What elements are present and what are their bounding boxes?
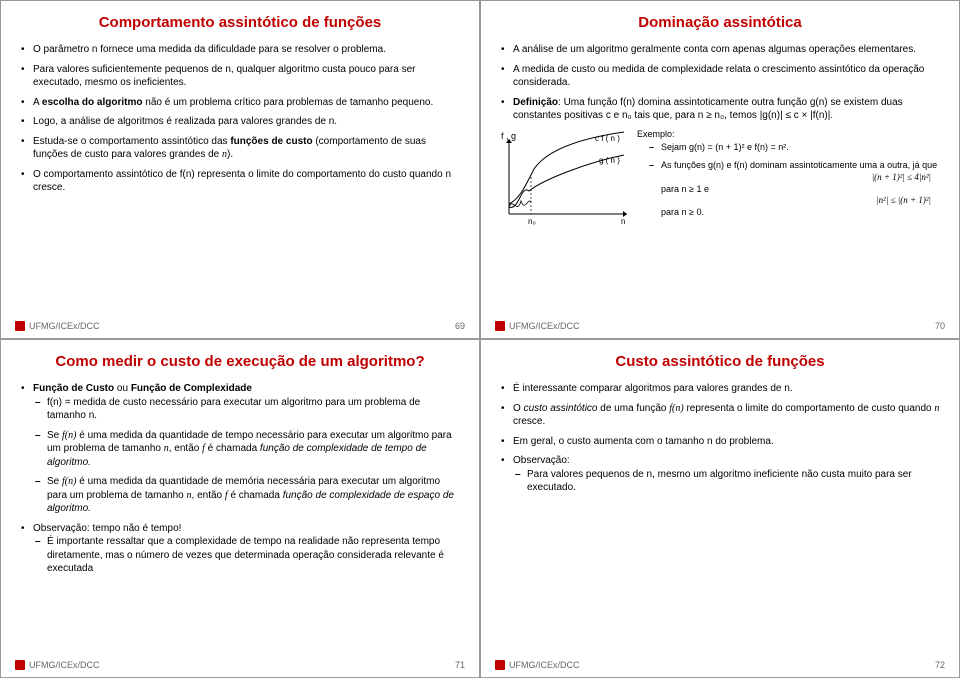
slide-72: Custo assintótico de funções É interessa… (480, 339, 960, 678)
footer-text: UFMG/ICEx/DCC (29, 321, 100, 331)
slide-71: Como medir o custo de execução de um alg… (0, 339, 480, 678)
ex-text: para n ≥ 0. (661, 207, 941, 219)
example-row: f , g n₀ n c f ( n ) g ( n ) Exemplo: Se… (499, 129, 941, 229)
logo-icon (495, 660, 505, 670)
text: ou (114, 383, 131, 394)
slide-69: Comportamento assintótico de funções O p… (0, 0, 480, 339)
logo-icon (15, 321, 25, 331)
slide-title: Comportamento assintótico de funções (19, 13, 461, 33)
ex-text: para n ≥ 1 e (661, 184, 941, 196)
footer-text: UFMG/ICEx/DCC (29, 660, 100, 670)
sub-item: Para valores pequenos de n, mesmo um alg… (513, 468, 941, 495)
def-text: : Uma função f(n) domina assintoticament… (513, 97, 903, 122)
sublist: É importante ressaltar que a complexidad… (33, 535, 461, 576)
bullet-text: Logo, a análise de algoritmos é realizad… (33, 116, 337, 127)
slide-footer: UFMG/ICEx/DCC 70 (495, 320, 945, 332)
bullet: A análise de um algoritmo geralmente con… (499, 43, 941, 57)
bullet-list: A análise de um algoritmo geralmente con… (499, 43, 941, 123)
bullet-text: A análise de um algoritmo geralmente con… (513, 44, 916, 55)
bullet-text: Observação: (513, 455, 570, 466)
slide-title: Como medir o custo de execução de um alg… (19, 352, 461, 372)
bullet-text: Para valores suficientemente pequenos de… (33, 64, 415, 89)
bullet: O comportamento assintótico de f(n) repr… (19, 168, 461, 195)
sub-item: Se f(n) é uma medida da quantidade de te… (33, 429, 461, 470)
bullet: Definição: Uma função f(n) domina assint… (499, 96, 941, 123)
footer-org: UFMG/ICEx/DCC (495, 659, 580, 671)
bullet: Função de Custo ou Função de Complexidad… (19, 382, 461, 516)
sub-item: Se f(n) é uma medida da quantidade de me… (33, 475, 461, 516)
page-number: 72 (935, 659, 945, 671)
xlabel: n (621, 217, 625, 226)
slide-footer: UFMG/ICEx/DCC 71 (15, 659, 465, 671)
bullet-list: Função de Custo ou Função de Complexidad… (19, 382, 461, 576)
bullet: Observação: tempo não é tempo! É importa… (19, 522, 461, 576)
ex-item: Sejam g(n) = (n + 1)² e f(n) = n². (647, 142, 941, 154)
bullet-text: O parâmetro n fornece uma medida da difi… (33, 44, 386, 55)
bullet: É interessante comparar algoritmos para … (499, 382, 941, 396)
term: Função de Custo (33, 383, 114, 394)
footer-org: UFMG/ICEx/DCC (495, 320, 580, 332)
sublist: f(n) = medida de custo necessário para e… (33, 396, 461, 516)
bullet-list: É interessante comparar algoritmos para … (499, 382, 941, 495)
page-number: 70 (935, 320, 945, 332)
sub-item: É importante ressaltar que a complexidad… (33, 535, 461, 576)
bullet-list: O parâmetro n fornece uma medida da difi… (19, 43, 461, 195)
footer-org: UFMG/ICEx/DCC (15, 320, 100, 332)
slide-title: Custo assintótico de funções (499, 352, 941, 372)
sub-item: f(n) = medida de custo necessário para e… (33, 396, 461, 423)
ex-text: As funções g(n) e f(n) dominam assintoti… (661, 160, 937, 170)
bullet: Para valores suficientemente pequenos de… (19, 63, 461, 90)
sublist: Para valores pequenos de n, mesmo um alg… (513, 468, 941, 495)
cf-label: c f ( n ) (595, 134, 620, 143)
footer-text: UFMG/ICEx/DCC (509, 660, 580, 670)
bullet: A medida de custo ou medida de complexid… (499, 63, 941, 90)
n0-label: n₀ (528, 217, 536, 226)
bullet: Logo, a análise de algoritmos é realizad… (19, 115, 461, 129)
def-label: Definição (513, 97, 558, 108)
slide-footer: UFMG/ICEx/DCC 72 (495, 659, 945, 671)
bullet-text: A medida de custo ou medida de complexid… (513, 64, 924, 89)
example-list: Sejam g(n) = (n + 1)² e f(n) = n². As fu… (637, 142, 941, 218)
bullet-text: O comportamento assintótico de f(n) repr… (33, 169, 451, 194)
domination-chart: f , g n₀ n c f ( n ) g ( n ) (499, 129, 629, 229)
bullet: Observação: Para valores pequenos de n, … (499, 454, 941, 495)
slide-footer: UFMG/ICEx/DCC 69 (15, 320, 465, 332)
footer-org: UFMG/ICEx/DCC (15, 659, 100, 671)
slide-70: Dominação assintótica A análise de um al… (480, 0, 960, 339)
bullet: O custo assintótico de uma função f(n) r… (499, 402, 941, 429)
bullet: Em geral, o custo aumenta com o tamanho … (499, 435, 941, 449)
g-label: g ( n ) (599, 156, 620, 165)
example-text: Exemplo: Sejam g(n) = (n + 1)² e f(n) = … (637, 129, 941, 225)
slide-title: Dominação assintótica (499, 13, 941, 33)
term: Função de Complexidade (131, 383, 252, 394)
eq: |(n + 1)²| ≤ 4|n²| (661, 172, 941, 184)
ex-item: As funções g(n) e f(n) dominam assintoti… (647, 160, 941, 218)
bullet: Estuda-se o comportamento assintótico da… (19, 135, 461, 162)
bullet: A escolha do algoritmo não é um problema… (19, 96, 461, 110)
logo-icon (495, 321, 505, 331)
page-number: 71 (455, 659, 465, 671)
bullet-text: Observação: tempo não é tempo! (33, 523, 181, 534)
eq: |n²| ≤ |(n + 1)²| (661, 195, 941, 207)
example-header: Exemplo: (637, 129, 941, 141)
page-number: 69 (455, 320, 465, 332)
footer-text: UFMG/ICEx/DCC (509, 321, 580, 331)
logo-icon (15, 660, 25, 670)
bullet: O parâmetro n fornece uma medida da difi… (19, 43, 461, 57)
